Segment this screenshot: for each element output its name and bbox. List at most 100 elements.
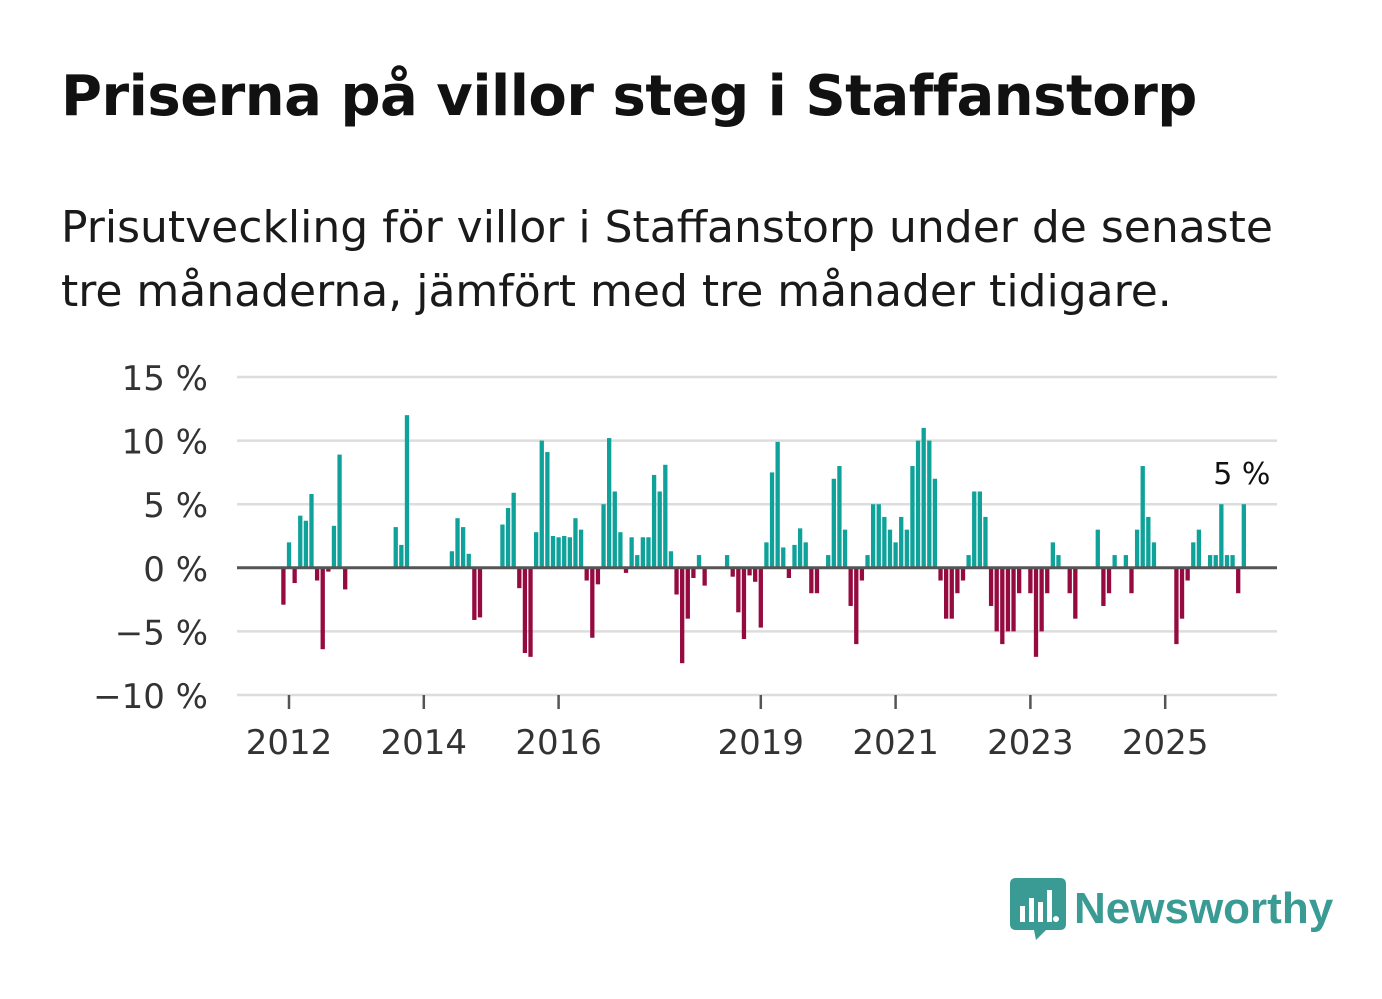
bar (910, 466, 915, 568)
x-tick-label: 2016 (515, 723, 602, 763)
bar (972, 491, 977, 568)
bar (522, 567, 528, 654)
y-tick-label: 10 % (122, 423, 208, 463)
bar (764, 542, 769, 568)
bar (927, 440, 932, 568)
bar (899, 516, 904, 568)
bar (882, 516, 887, 568)
x-tick-label: 2023 (987, 723, 1074, 763)
bar (1000, 567, 1005, 645)
bar (1056, 555, 1061, 568)
bar (876, 504, 881, 568)
y-tick-label: −10 % (93, 677, 208, 717)
bar (988, 567, 994, 606)
bar (618, 532, 623, 568)
y-tick-label: 5 % (143, 486, 208, 526)
y-axis-tick-labels: 15 % 10 % 5 % 0 % −5 % −10 % (93, 359, 208, 717)
bar (314, 567, 320, 581)
bar (281, 567, 286, 605)
x-tick-label: 2021 (852, 723, 939, 763)
bar (629, 537, 634, 568)
bar (741, 567, 747, 640)
bar (326, 567, 331, 572)
bar (702, 567, 707, 586)
bar (865, 555, 870, 568)
y-tick-label: 0 % (143, 550, 208, 590)
bar (848, 567, 853, 606)
bar (1196, 529, 1202, 568)
bar (545, 452, 550, 568)
bar (1017, 567, 1022, 594)
bar (938, 567, 943, 581)
bar (960, 567, 966, 581)
bar (1129, 567, 1134, 594)
bar (724, 555, 730, 568)
bar (404, 415, 410, 568)
bar (657, 491, 662, 568)
bar (932, 478, 938, 568)
bar (1067, 567, 1072, 594)
bar (1174, 567, 1179, 645)
bar (635, 555, 640, 568)
bar (1112, 555, 1117, 568)
bar (1236, 567, 1241, 594)
x-tick-label: 2012 (246, 723, 333, 763)
bar (539, 440, 544, 568)
bar (556, 537, 561, 568)
grid-layer (237, 375, 1277, 697)
bar (298, 515, 303, 568)
bar (904, 529, 909, 568)
bar (393, 527, 398, 568)
bar (983, 516, 988, 568)
bar (578, 529, 584, 568)
bar (685, 567, 690, 619)
bar (1033, 567, 1039, 657)
bar (769, 472, 775, 568)
bar (870, 504, 876, 568)
bar (1123, 555, 1129, 568)
bar (921, 427, 926, 568)
bar (786, 567, 792, 578)
bar (449, 551, 455, 568)
bar (674, 567, 679, 595)
bar (573, 518, 578, 568)
bar (528, 567, 533, 657)
bar (696, 555, 702, 568)
bar (1185, 567, 1190, 581)
y-tick-label: −5 % (115, 613, 208, 653)
bar (781, 547, 786, 568)
bar (1140, 466, 1145, 568)
bar (640, 537, 646, 568)
bar (584, 567, 589, 581)
bar (1146, 516, 1151, 568)
bar (1106, 567, 1112, 594)
bar-series (281, 415, 1246, 664)
bar (646, 537, 651, 568)
bar (1134, 529, 1140, 568)
bar (887, 529, 893, 568)
bar (623, 567, 629, 573)
x-tick-label: 2025 (1122, 723, 1209, 763)
bar (472, 567, 477, 620)
bar (792, 544, 797, 568)
bar (949, 567, 954, 619)
bar (1207, 555, 1213, 568)
bar (303, 520, 309, 568)
bar (736, 567, 741, 613)
bar (1045, 567, 1050, 594)
bar (477, 567, 483, 618)
bar (1005, 567, 1011, 632)
bar (511, 492, 516, 568)
bar (837, 466, 842, 568)
bar (1230, 555, 1235, 568)
bar (663, 464, 668, 568)
bar (1028, 567, 1033, 594)
annotation-layer: 5 % (1213, 457, 1270, 492)
bar (466, 553, 471, 568)
bar (859, 567, 865, 581)
newsworthy-logo: Newsworthy (1010, 878, 1333, 940)
x-tick-label: 2014 (381, 723, 468, 763)
bar (730, 567, 735, 577)
bar-chart-speech-bubble-icon (1010, 878, 1066, 940)
bar (1224, 555, 1230, 568)
